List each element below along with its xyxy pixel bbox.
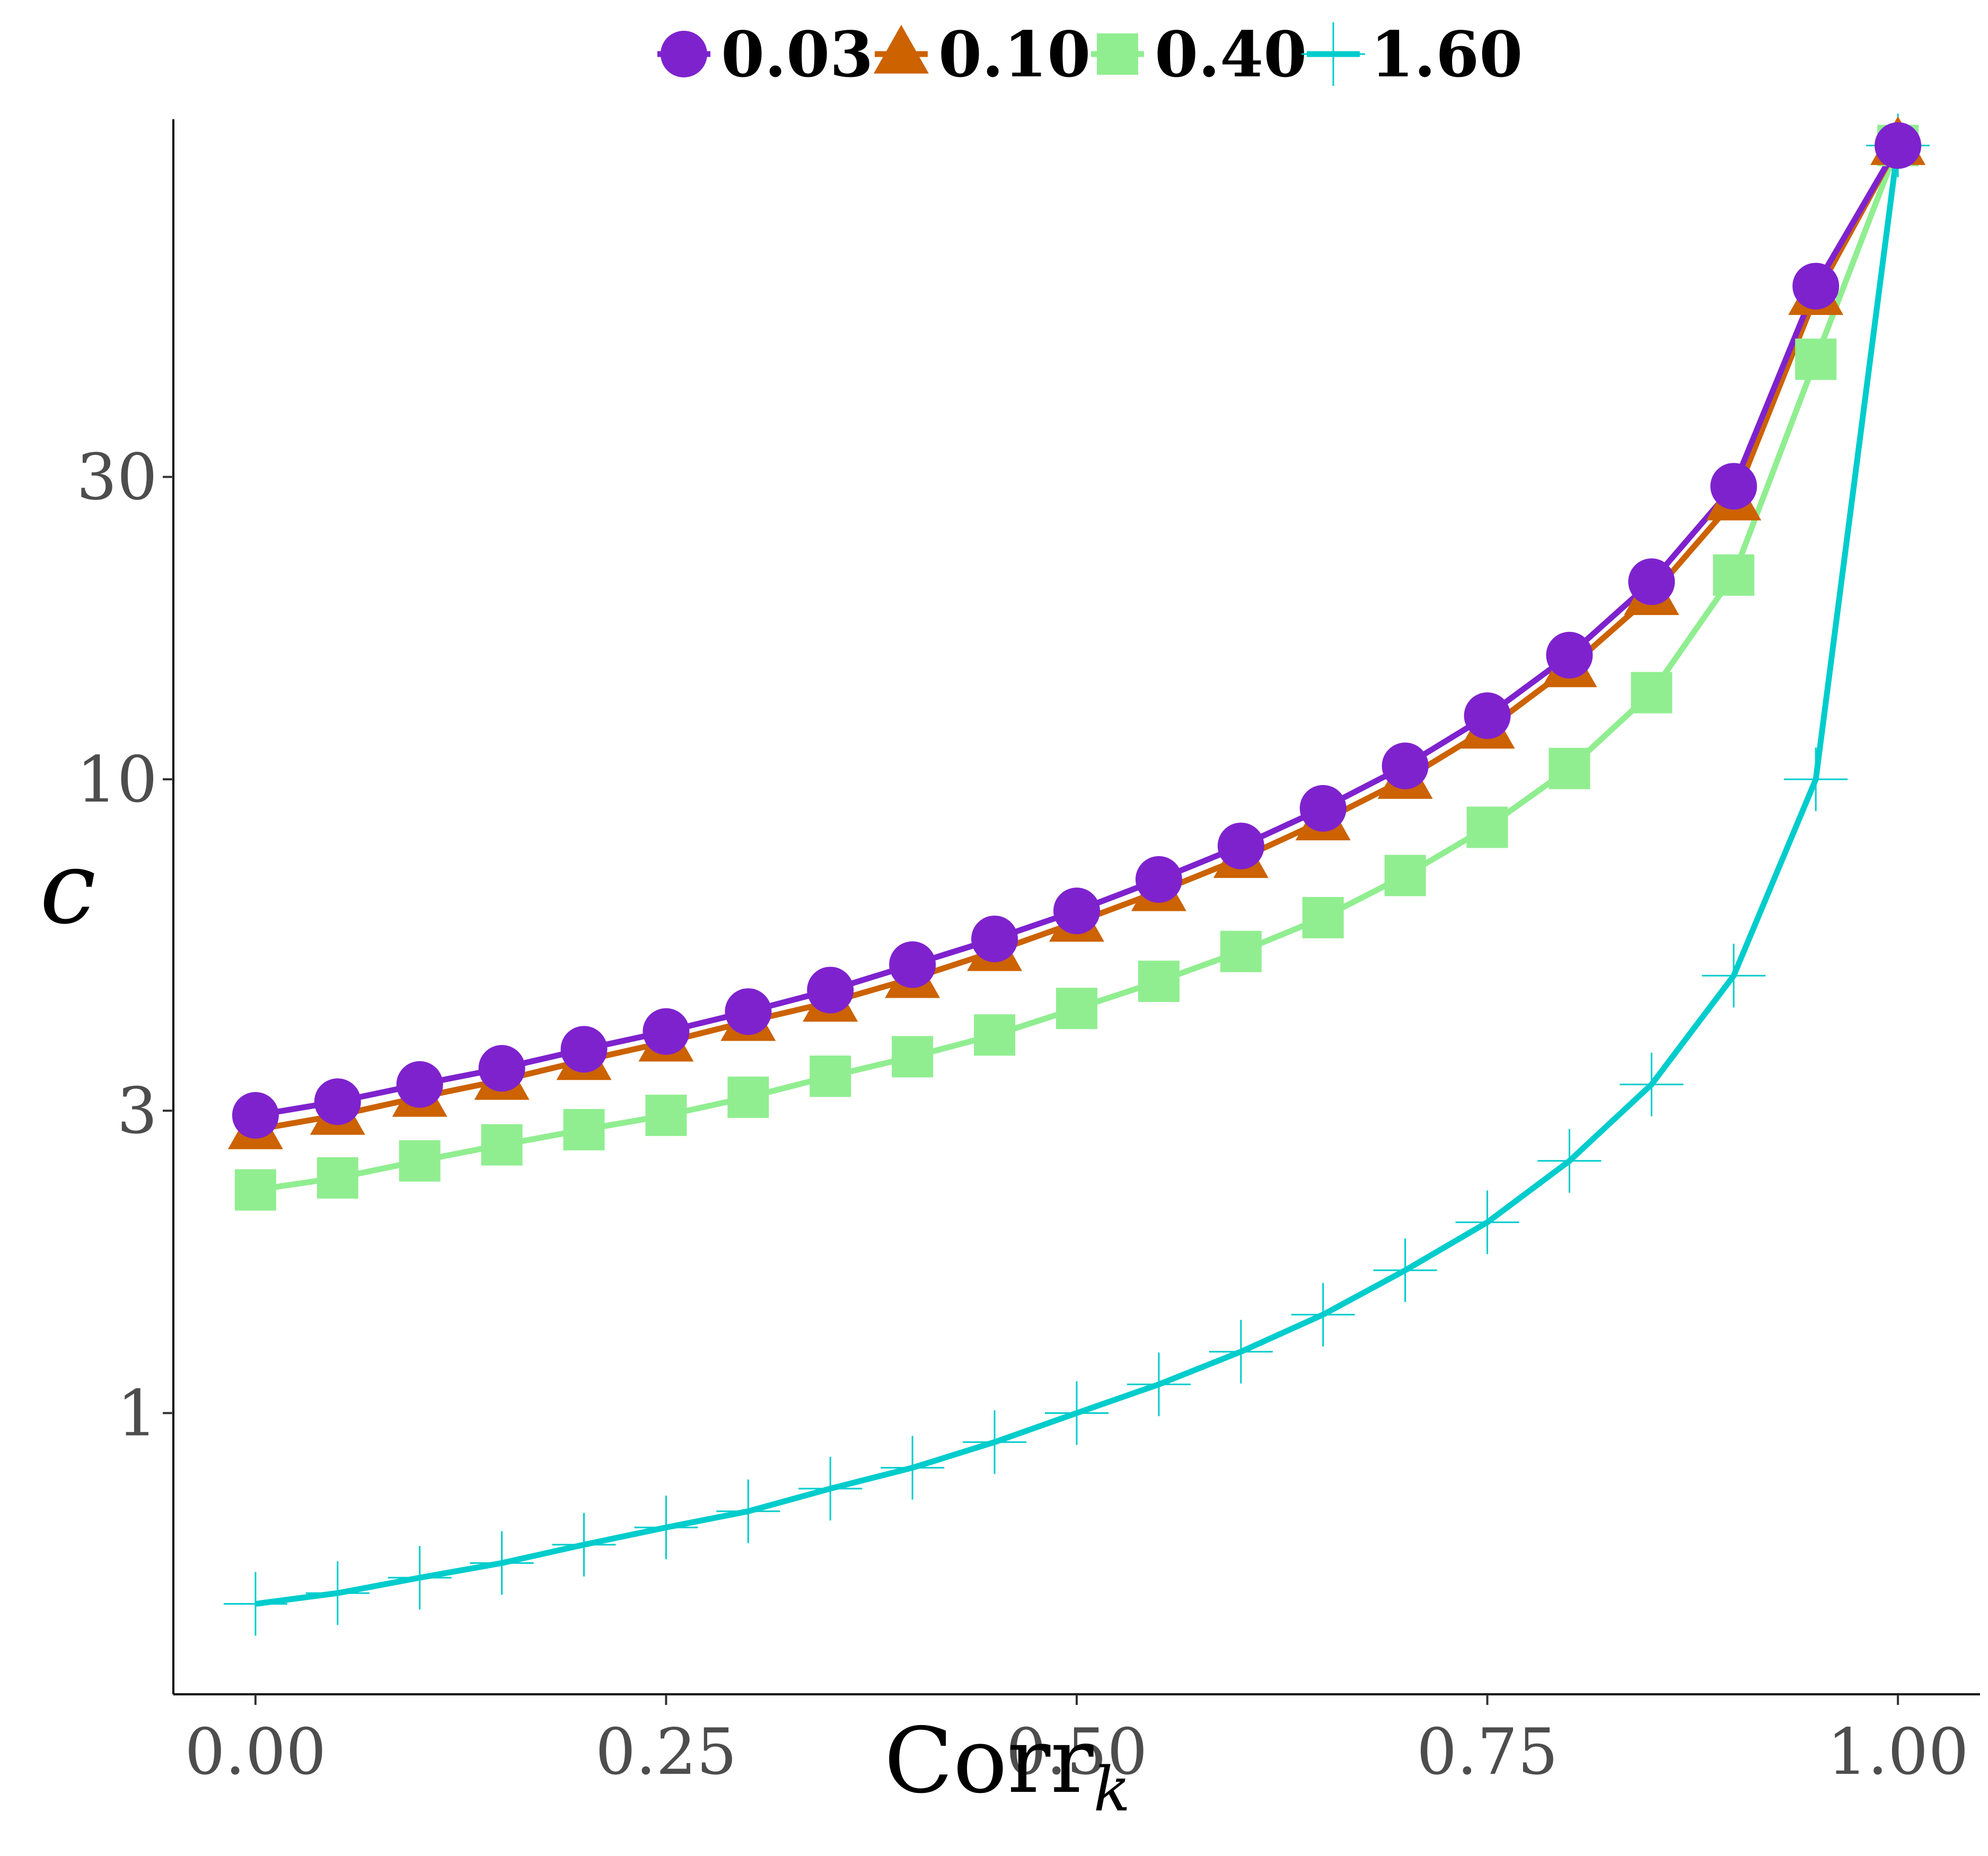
data-point-1.60 — [1209, 1320, 1273, 1384]
data-point-0.40 — [1795, 338, 1837, 380]
data-point-0.03 — [1464, 692, 1511, 740]
x-tick-label: 0.75 — [1417, 1716, 1558, 1789]
series-line-0.10 — [254, 144, 1901, 1133]
data-point-0.40 — [1466, 806, 1508, 848]
data-point-0.03 — [643, 1008, 690, 1055]
x-ticks: 0.00 0.25 0.50 0.75 1.00 — [184, 1694, 1969, 1789]
y-tick-label: 3 — [117, 1075, 157, 1148]
data-point-1.60 — [552, 1512, 616, 1577]
legend-label: 1.60 — [1370, 17, 1523, 91]
y-tick-label: 30 — [76, 441, 157, 515]
data-point-0.40 — [316, 1157, 358, 1199]
data-point-0.03 — [889, 941, 936, 988]
data-point-0.40 — [563, 1109, 605, 1150]
data-point-0.40 — [727, 1076, 769, 1118]
data-point-1.60 — [1537, 1129, 1602, 1193]
data-point-1.60 — [1620, 1052, 1684, 1116]
data-point-1.60 — [798, 1457, 863, 1521]
x-axis-title-sub: k — [1094, 1754, 1131, 1825]
x-tick-label: 0.00 — [184, 1716, 326, 1789]
data-point-1.60 — [1127, 1352, 1191, 1417]
legend-key-marker — [661, 31, 707, 77]
data-point-1.60 — [1455, 1190, 1519, 1254]
data-point-1.60 — [1045, 1381, 1109, 1445]
y-axis-title: c — [40, 829, 96, 946]
data-point-1.60 — [388, 1545, 452, 1609]
data-point-1.60 — [881, 1436, 945, 1500]
legend-item-0.10: 0.10 — [874, 17, 1090, 91]
data-point-0.03 — [725, 988, 772, 1035]
data-point-0.40 — [1056, 988, 1097, 1030]
data-point-1.60 — [1291, 1282, 1355, 1347]
x-axis-title: Corrk — [884, 1709, 1131, 1825]
data-point-0.40 — [481, 1124, 523, 1166]
data-point-0.40 — [1384, 855, 1426, 896]
series-line-0.40 — [255, 144, 1901, 1193]
data-point-0.40 — [399, 1140, 441, 1182]
data-point-0.40 — [974, 1014, 1016, 1056]
data-point-0.03 — [1546, 631, 1593, 679]
data-point-0.03 — [1628, 558, 1675, 605]
data-point-0.03 — [560, 1026, 608, 1073]
data-point-0.03 — [1710, 463, 1757, 510]
legend-label: 0.10 — [938, 17, 1090, 91]
data-point-1.60 — [305, 1561, 370, 1625]
data-point-0.03 — [478, 1045, 525, 1092]
data-point-0.03 — [807, 966, 854, 1014]
legend-label: 0.40 — [1155, 17, 1307, 91]
data-point-0.40 — [892, 1036, 934, 1078]
legend-key-marker — [1097, 33, 1138, 75]
data-point-0.03 — [1217, 822, 1264, 869]
x-tick-label: 1.00 — [1827, 1716, 1968, 1789]
data-point-0.03 — [396, 1061, 443, 1108]
data-point-0.40 — [234, 1169, 276, 1211]
data-point-0.03 — [971, 916, 1018, 963]
y-tick-label: 1 — [117, 1377, 157, 1451]
x-tick-label: 0.25 — [595, 1716, 737, 1789]
data-point-0.03 — [232, 1092, 279, 1139]
data-point-1.60 — [1702, 944, 1766, 1008]
legend-item-0.03: 0.03 — [657, 17, 873, 91]
data-point-0.40 — [1138, 961, 1180, 1002]
data-point-1.60 — [716, 1479, 780, 1543]
data-point-0.03 — [314, 1078, 361, 1125]
data-point-0.40 — [1220, 930, 1262, 972]
data-point-1.60 — [470, 1531, 534, 1595]
legend-key-marker — [874, 24, 929, 74]
data-point-0.03 — [1792, 262, 1840, 310]
series-markers — [223, 113, 1930, 1636]
data-point-1.60 — [1373, 1238, 1437, 1303]
data-point-1.60 — [1784, 747, 1848, 812]
data-point-0.40 — [810, 1055, 851, 1097]
data-point-1.60 — [963, 1410, 1027, 1474]
data-point-0.03 — [1382, 742, 1429, 789]
data-point-0.03 — [1299, 785, 1347, 832]
data-point-0.03 — [1875, 122, 1922, 169]
data-point-0.40 — [1549, 747, 1590, 789]
series-line-0.03 — [254, 144, 1901, 1119]
legend-item-1.60: 1.60 — [1301, 17, 1523, 91]
data-point-1.60 — [634, 1496, 698, 1560]
legend-item-0.40: 0.40 — [1091, 17, 1307, 91]
data-point-0.40 — [645, 1094, 687, 1136]
data-point-0.40 — [1302, 896, 1344, 938]
data-point-0.40 — [1713, 554, 1755, 596]
legend-label: 0.03 — [721, 17, 873, 91]
data-point-1.60 — [223, 1572, 287, 1636]
data-point-0.40 — [1631, 672, 1673, 714]
legend-key-marker — [1301, 22, 1365, 86]
data-point-0.03 — [1053, 887, 1100, 935]
x-axis-title-main: Corr — [884, 1709, 1094, 1814]
y-tick-label: 10 — [76, 743, 157, 817]
legend: 0.03 0.10 0.40 1.60 — [657, 17, 1523, 91]
x-tick-label: 0.50 — [1006, 1716, 1147, 1789]
data-point-0.03 — [1135, 856, 1182, 903]
y-ticks: 1 3 10 30 — [76, 441, 173, 1451]
